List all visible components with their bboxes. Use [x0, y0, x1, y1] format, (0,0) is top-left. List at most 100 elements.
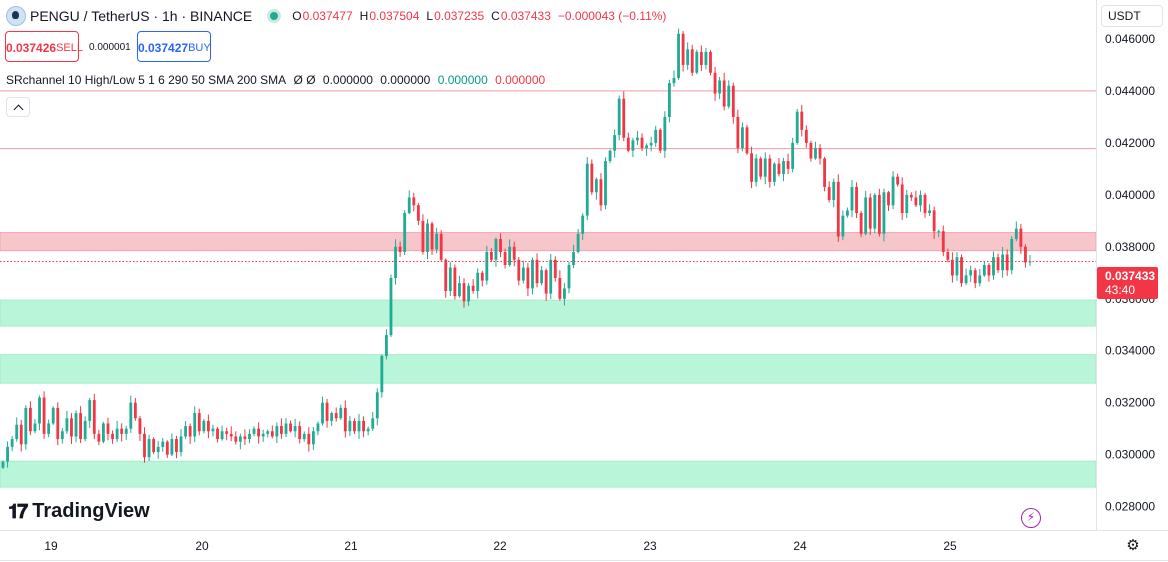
candle-body — [252, 428, 256, 434]
gear-icon[interactable]: ⚙ — [1126, 537, 1140, 554]
candle-body — [280, 426, 283, 434]
candle-body — [718, 80, 722, 94]
candle-body — [882, 192, 886, 234]
ohlc-close-value: 0.037433 — [500, 9, 551, 23]
candle-body — [1005, 254, 1009, 271]
candle-body — [832, 181, 836, 201]
candle-body — [1010, 239, 1014, 271]
candle-body — [791, 142, 795, 169]
candle-body — [412, 197, 416, 206]
y-tick-label: 0.042000 — [1105, 136, 1155, 150]
candle-body — [311, 431, 315, 445]
y-tick-label: 0.030000 — [1105, 448, 1155, 462]
candle-body — [590, 163, 594, 193]
candle-body — [106, 423, 110, 434]
candle-body — [316, 423, 320, 432]
candle-body — [83, 420, 87, 440]
candle-body — [138, 418, 142, 434]
candle-body — [996, 257, 1000, 271]
candle-body — [759, 158, 763, 177]
candle-body — [266, 431, 270, 434]
candle-body — [380, 355, 384, 393]
candle-body — [699, 51, 703, 65]
tradingview-mark-icon: 𝟏𝟕 — [8, 499, 28, 523]
candle-body — [197, 413, 201, 432]
buy-label: BUY — [188, 41, 211, 54]
y-tick-label: 0.040000 — [1105, 188, 1155, 202]
ohlc-open-key: O — [292, 9, 302, 23]
candle-body — [919, 194, 922, 206]
candle-body — [736, 116, 740, 149]
candle-body — [47, 423, 51, 434]
candle-body — [859, 213, 863, 234]
candle-body — [631, 140, 635, 151]
ohlc-low-key: L — [426, 9, 434, 23]
candle-body — [841, 215, 845, 237]
indicator-symbols: Ø Ø — [293, 73, 316, 87]
candle-body — [202, 420, 206, 432]
candle-body — [366, 428, 370, 432]
candle-body — [293, 426, 297, 432]
candle-body — [896, 176, 900, 185]
candle-body — [818, 148, 822, 159]
support-zone — [0, 354, 1097, 384]
candle-body — [51, 407, 55, 424]
sell-price: 0.037426 — [6, 40, 57, 55]
candle-body — [814, 148, 817, 159]
candle-body — [855, 187, 858, 214]
sell-button[interactable]: 0.037426 SELL — [5, 31, 83, 62]
spread-value: 0.000001 — [89, 42, 131, 53]
candle-body — [494, 239, 498, 260]
candle-body — [873, 194, 877, 229]
candle-body — [581, 215, 585, 234]
currency-selector[interactable]: USDT — [1101, 5, 1163, 27]
candle-body — [307, 433, 311, 445]
candle-body — [407, 197, 411, 214]
lightning-icon[interactable]: ⚡ — [1021, 508, 1041, 528]
candle-body — [658, 129, 662, 151]
candle-body — [289, 423, 292, 432]
candle-body — [261, 433, 265, 437]
collapse-legend-button[interactable] — [6, 97, 30, 117]
candle-body — [476, 272, 480, 291]
candle-body — [558, 277, 562, 299]
candle-body — [887, 192, 890, 206]
candle-body — [932, 210, 936, 232]
candle-body — [731, 85, 735, 117]
candle-body — [745, 127, 749, 154]
candle-body — [768, 158, 772, 182]
candle-body — [969, 270, 973, 276]
candle-body — [978, 275, 982, 284]
buy-button[interactable]: 0.037427 BUY — [137, 31, 211, 62]
candle-body — [499, 239, 502, 253]
indicator-legend[interactable]: SRchannel 10 High/Low 5 1 6 290 50 SMA 2… — [6, 73, 549, 87]
candle-body — [686, 49, 690, 65]
tradingview-logo[interactable]: 𝟏𝟕 TradingView — [8, 499, 150, 523]
candle-body — [243, 436, 247, 440]
candle-body — [946, 252, 950, 260]
candle-body — [453, 267, 457, 297]
symbol-title[interactable]: PENGU / TetherUS · 1h · BINANCE — [30, 8, 253, 24]
candle-body — [416, 205, 420, 221]
candle-body — [1001, 254, 1005, 271]
candle-body — [184, 426, 187, 437]
candle-body — [92, 400, 96, 434]
resistance-zone — [0, 232, 1097, 252]
candle-body — [763, 158, 767, 177]
candle-body — [165, 441, 169, 455]
candle-body — [152, 439, 156, 453]
candle-body — [667, 83, 671, 117]
candle-body — [663, 116, 667, 151]
candle-body — [750, 153, 753, 182]
ohlc-readout: O 0.037477 H 0.037504 L 0.037235 C 0.037433 … — [292, 9, 673, 23]
candle-body — [827, 187, 831, 201]
candle-body — [284, 423, 288, 434]
candle-body — [348, 420, 352, 432]
tradingview-logo-text: TradingView — [32, 499, 150, 522]
candle-body — [512, 246, 516, 260]
candle-body — [302, 433, 306, 440]
candle-body — [613, 135, 617, 151]
candle-body — [626, 137, 630, 151]
candle-body — [955, 257, 959, 276]
